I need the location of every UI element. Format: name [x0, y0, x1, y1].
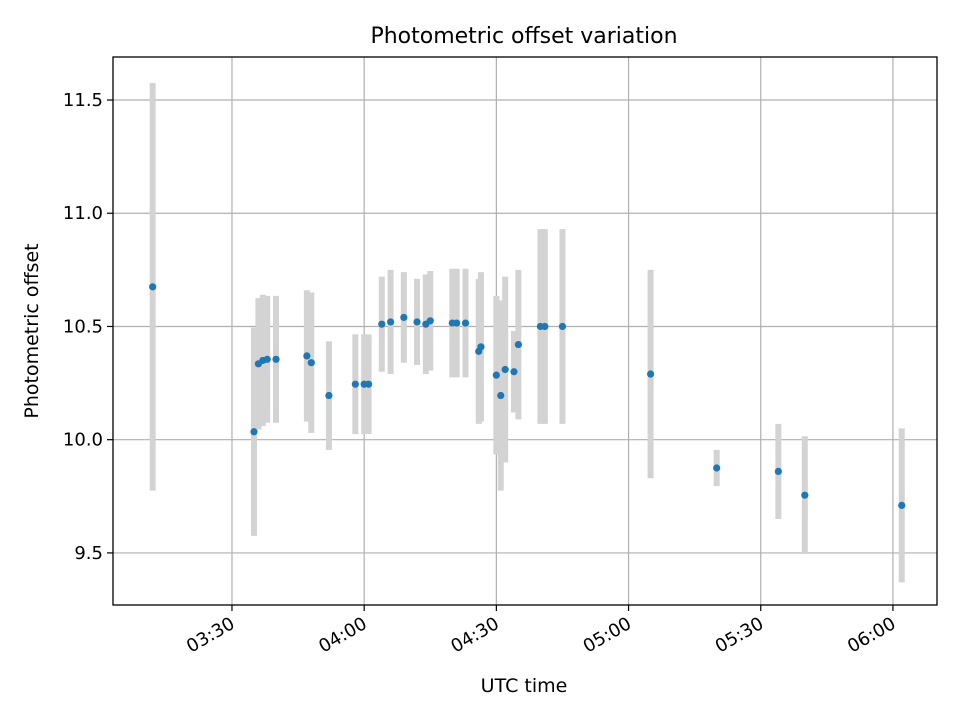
data-point — [378, 320, 386, 328]
data-point — [272, 355, 280, 363]
chart-title: Photometric offset variation — [370, 24, 677, 49]
data-point — [303, 352, 311, 360]
data-point — [250, 428, 258, 436]
data-point — [898, 501, 906, 509]
data-point — [400, 313, 408, 322]
data-point — [713, 464, 721, 472]
y-tick-label: 10.0 — [63, 430, 103, 451]
data-point — [453, 319, 461, 327]
data-point — [263, 355, 271, 363]
y-tick-label: 11.5 — [63, 90, 103, 111]
x-axis-label: UTC time — [481, 675, 568, 697]
data-point — [497, 391, 505, 400]
data-point — [801, 491, 809, 499]
data-point — [351, 380, 359, 388]
axes-frame — [112, 56, 938, 606]
data-point — [646, 370, 655, 378]
data-point — [558, 322, 567, 331]
y-tick-label: 11.0 — [63, 203, 103, 224]
data-point — [510, 368, 518, 376]
data-point — [149, 283, 157, 291]
data-point — [307, 359, 315, 367]
y-tick-label: 10.5 — [63, 316, 103, 337]
data-point — [514, 340, 522, 349]
data-point — [541, 322, 549, 331]
data-point — [492, 371, 500, 379]
data-point — [413, 318, 421, 326]
data-point — [387, 318, 395, 326]
data-point — [364, 380, 373, 388]
data-point — [325, 391, 333, 400]
data-point — [461, 319, 470, 327]
y-axis-label: Photometric offset — [21, 243, 43, 418]
data-point — [774, 467, 782, 475]
data-point — [426, 317, 434, 325]
y-tick-label: 9.5 — [74, 543, 103, 564]
data-point — [477, 343, 485, 351]
data-point — [501, 365, 509, 374]
